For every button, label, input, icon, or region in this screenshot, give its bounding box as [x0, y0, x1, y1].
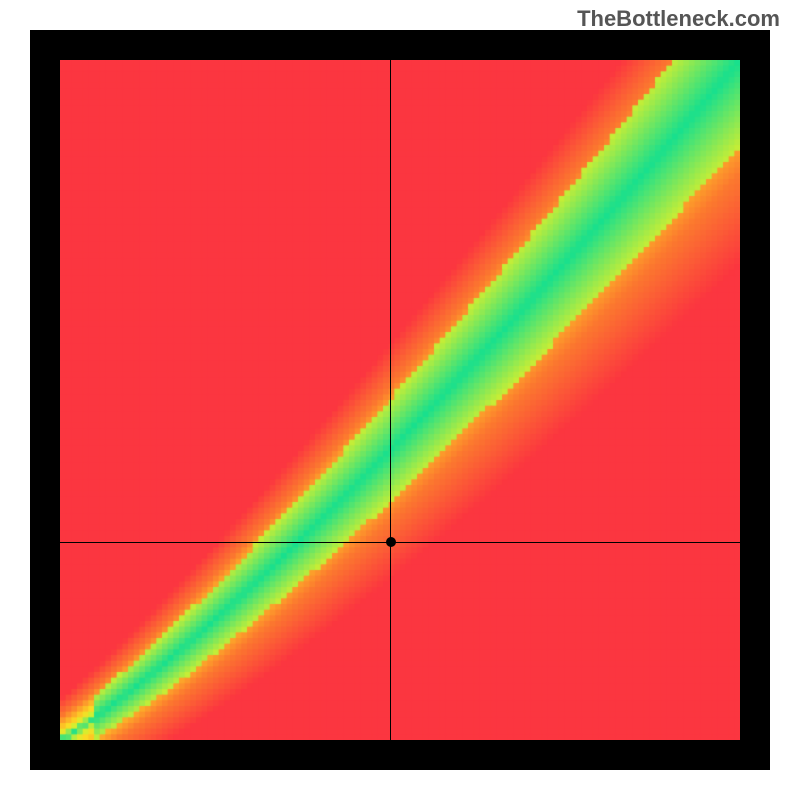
watermark-text: TheBottleneck.com — [577, 6, 780, 32]
crosshair-vertical — [390, 60, 391, 740]
heatmap-canvas — [60, 60, 740, 740]
crosshair-horizontal — [60, 542, 740, 543]
